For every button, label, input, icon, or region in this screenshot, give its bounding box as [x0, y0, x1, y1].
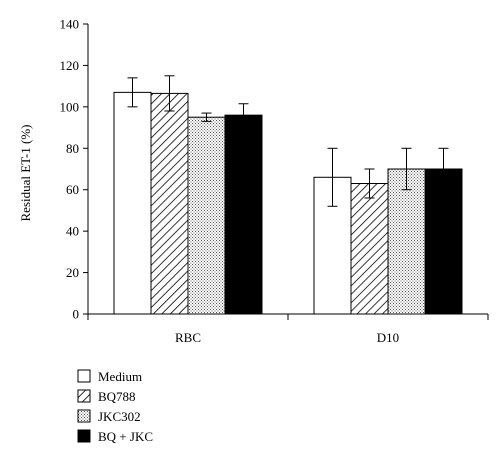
- category-labels: RBC D10: [175, 330, 399, 345]
- bar-rbc-bq-jkc: [224, 114, 263, 315]
- category-label: D10: [377, 330, 399, 345]
- legend: Medium BQ788 JKC302 BQ + JKC: [77, 369, 153, 444]
- legend-swatch: [77, 369, 91, 383]
- legend-swatch: [77, 389, 91, 403]
- legend-swatch: [77, 429, 91, 443]
- y-tick-label: 0: [73, 307, 80, 322]
- category-label: RBC: [175, 330, 201, 345]
- legend-swatch: [77, 409, 91, 423]
- y-axis: 0 20 40 60 80 100 120 140: [60, 17, 89, 322]
- bar-d10-jkc302: [387, 168, 426, 315]
- legend-label: JKC302: [98, 409, 141, 424]
- bar-rbc-bq788: [150, 92, 189, 315]
- bars-group: [113, 91, 463, 315]
- y-tick-label: 40: [66, 224, 79, 239]
- y-tick-label: 120: [60, 58, 80, 73]
- y-tick-label: 20: [66, 265, 79, 280]
- bar-rbc-medium: [113, 91, 152, 315]
- y-tick-label: 100: [60, 99, 80, 114]
- x-axis: [87, 313, 489, 320]
- error-bars-group: [127, 75, 449, 207]
- y-tick-label: 80: [66, 141, 79, 156]
- y-axis-title: Residual ET-1 (%): [18, 125, 33, 222]
- bar-d10-bq-jkc: [424, 168, 463, 315]
- legend-label: BQ + JKC: [98, 429, 153, 444]
- bar-rbc-jkc302: [187, 116, 226, 315]
- legend-label: Medium: [98, 369, 142, 384]
- y-tick-label: 140: [60, 17, 80, 32]
- y-tick-label: 60: [66, 182, 79, 197]
- bar-d10-bq788: [350, 183, 389, 315]
- legend-label: BQ788: [98, 389, 136, 404]
